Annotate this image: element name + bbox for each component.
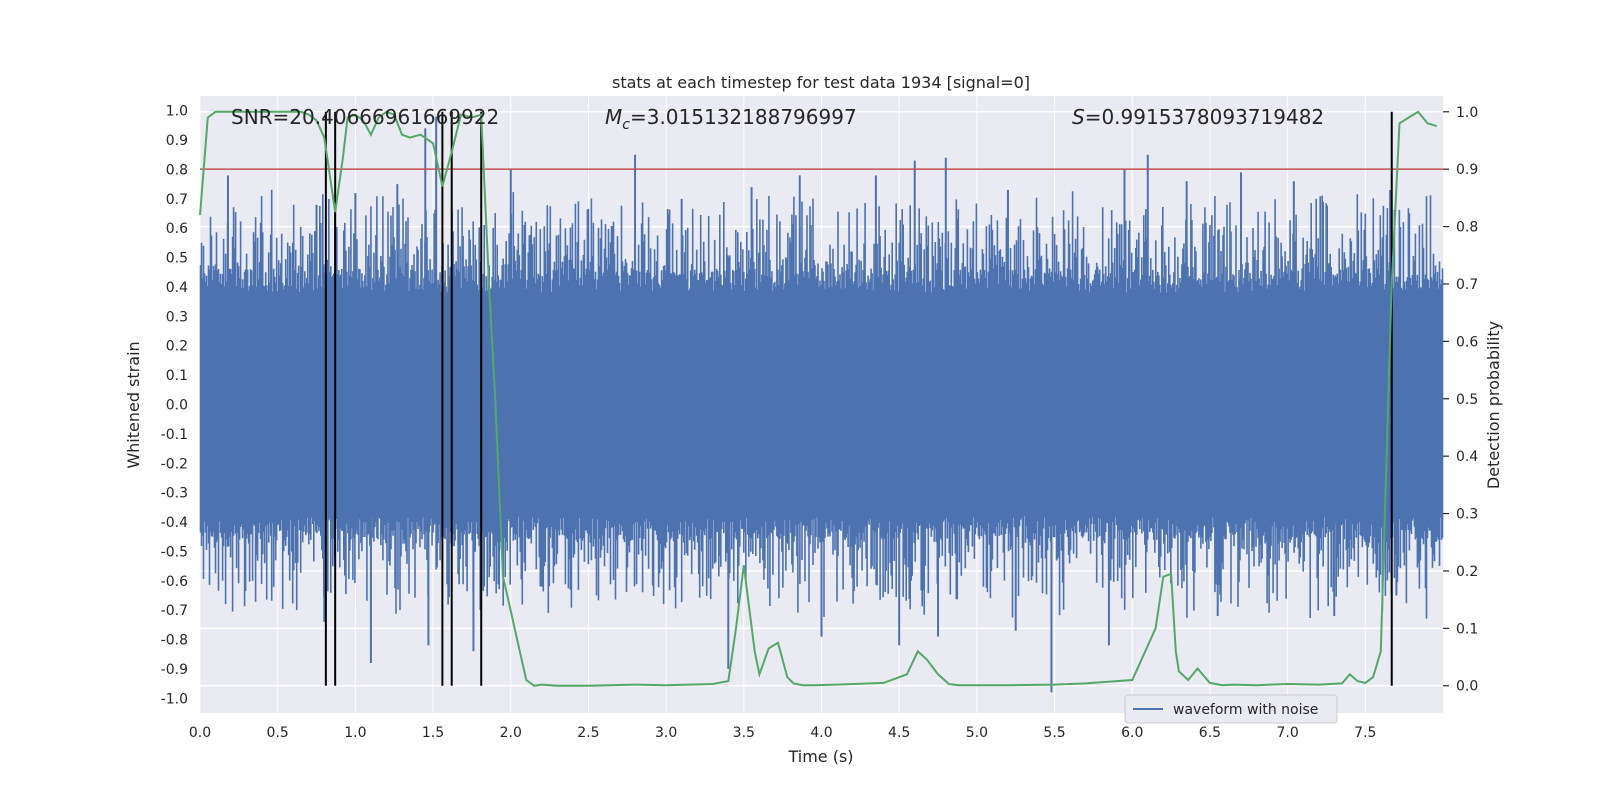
x-tick-label: 5.5 — [1043, 725, 1065, 741]
y-left-tick-label: 1.0 — [166, 104, 188, 120]
y-left-tick-label: -0.5 — [161, 544, 188, 560]
y-right-tick-label: 0.7 — [1456, 277, 1478, 293]
y-left-tick-label: -0.7 — [161, 603, 188, 619]
waveform-series — [199, 116, 1444, 693]
x-tick-label: 1.5 — [422, 725, 444, 741]
x-tick-label: 6.5 — [1199, 725, 1221, 741]
y-left-tick-label: -0.1 — [161, 427, 188, 443]
y-left-tick-label: 0.2 — [166, 339, 188, 355]
y-left-tick-label: 0.5 — [166, 251, 188, 267]
snr-annotation: SNR=20.40666961669922 — [231, 105, 499, 129]
y-right-tick-label: 0.6 — [1456, 334, 1478, 350]
y-left-tick-label: -0.6 — [161, 574, 188, 590]
y-right-tick-label: 0.5 — [1456, 392, 1478, 408]
y-left-tick-label: -0.9 — [161, 662, 188, 678]
y-right-tick-label: 0.1 — [1456, 621, 1478, 637]
s-statistic-value: =0.9915378093719482 — [1085, 105, 1324, 129]
x-tick-label: 3.0 — [655, 725, 677, 741]
s-statistic-symbol: S — [1072, 105, 1085, 129]
chirp-mass-annotation: Mc=3.015132188796997 — [605, 105, 857, 133]
y-left-tick-label: -0.2 — [161, 456, 188, 472]
x-tick-label: 2.5 — [577, 725, 599, 741]
y-left-tick-label: -1.0 — [161, 691, 188, 707]
chirp-mass-symbol: M — [605, 105, 622, 129]
x-tick-label: 1.0 — [344, 725, 366, 741]
y-left-tick-label: 0.0 — [166, 398, 188, 414]
legend-waveform-label: waveform with noise — [1173, 702, 1318, 718]
x-tick-label: 3.5 — [733, 725, 755, 741]
detection-probability-line — [199, 110, 1438, 687]
chart-title: stats at each timestep for test data 193… — [612, 73, 1030, 92]
y-left-tick-label: 0.7 — [166, 192, 188, 208]
y-right-tick-label: 0.4 — [1456, 449, 1478, 465]
detection-probability-series — [199, 110, 1438, 687]
x-axis-title: Time (s) — [787, 747, 853, 766]
y-right-tick-label: 0.2 — [1456, 564, 1478, 580]
y-right-axis-ticks: 1.0 0.9 0.8 0.7 0.6 0.5 0.4 0.3 0.2 0.1 0.0 — [1443, 105, 1478, 695]
legend-box — [1124, 694, 1338, 724]
y-left-tick-label: 0.1 — [166, 368, 188, 384]
y-left-tick-label: 0.9 — [166, 133, 188, 149]
y-right-tick-label: 0.3 — [1456, 507, 1478, 523]
x-axis-ticks: 0.0 0.5 1.0 1.5 2.0 2.5 3.0 3.5 4.0 4.5 5.0 5.5 6.0 6… — [189, 725, 1377, 741]
x-tick-label: 4.5 — [888, 725, 910, 741]
y-right-tick-label: 0.9 — [1456, 162, 1478, 178]
y-left-tick-label: 0.6 — [166, 221, 188, 237]
x-tick-label: 7.5 — [1354, 725, 1376, 741]
legend: waveform with noise — [1124, 694, 1338, 724]
chirp-mass-value: =3.015132188796997 — [630, 105, 857, 129]
y-right-axis-title: Detection probability — [1484, 321, 1503, 489]
y-left-tick-label: 0.4 — [166, 280, 188, 296]
x-tick-label: 5.0 — [966, 725, 988, 741]
x-tick-label: 0.0 — [189, 725, 211, 741]
y-right-tick-label: 0.0 — [1456, 679, 1478, 695]
y-left-tick-label: -0.8 — [161, 633, 188, 649]
x-tick-label: 4.0 — [810, 725, 832, 741]
y-left-tick-label: 0.3 — [166, 309, 188, 325]
chirp-mass-subscript: c — [622, 117, 630, 133]
y-left-tick-label: -0.3 — [161, 486, 188, 502]
y-right-tick-label: 1.0 — [1456, 105, 1478, 121]
y-right-tick-label: 0.8 — [1456, 220, 1478, 236]
y-left-axis-ticks: 1.0 0.9 0.8 0.7 0.6 0.5 0.4 0.3 0.2 0.1 0.0 -0.1 -0.… — [161, 104, 188, 708]
x-tick-label: 0.5 — [267, 725, 289, 741]
x-tick-label: 6.0 — [1121, 725, 1143, 741]
y-left-tick-label: 0.8 — [166, 162, 188, 178]
s-statistic-annotation: S=0.9915378093719482 — [1072, 105, 1324, 129]
x-tick-label: 7.0 — [1276, 725, 1298, 741]
y-left-axis-title: Whitened strain — [124, 341, 143, 468]
detection-markers — [324, 111, 1393, 686]
x-tick-label: 2.0 — [500, 725, 522, 741]
y-left-tick-label: -0.4 — [161, 515, 188, 531]
